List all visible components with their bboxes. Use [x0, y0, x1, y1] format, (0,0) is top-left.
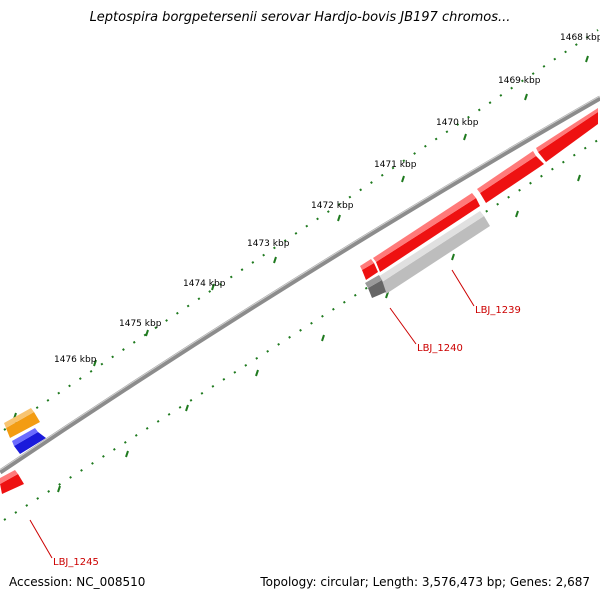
- major-tick: [93, 359, 97, 367]
- gene-callout-lbj-1239: LBJ_1239: [451, 269, 521, 316]
- major-tick: [211, 283, 215, 291]
- kbp-label: 1470 kbp: [436, 118, 479, 128]
- major-tick: [57, 485, 61, 493]
- accession-text: Accession: NC_008510: [9, 575, 146, 589]
- kbp-label: 1471 kbp: [374, 160, 417, 170]
- major-tick: [145, 329, 149, 337]
- gene-red-forward-1[interactable]: [536, 108, 598, 162]
- gene-callout-lbj-1245: LBJ_1245: [29, 519, 99, 568]
- major-tick: [185, 404, 189, 412]
- kbp-label: 1473 kbp: [247, 239, 290, 249]
- gene-red-forward-2[interactable]: [477, 151, 544, 203]
- major-tick: [524, 93, 528, 101]
- major-tick: [515, 210, 519, 218]
- major-tick: [577, 174, 581, 182]
- gene-red-small[interactable]: [360, 259, 378, 280]
- topology-info: Topology: circular; Length: 3,576,473 bp…: [260, 575, 590, 589]
- kbp-label: 1476 kbp: [54, 355, 97, 365]
- major-tick: [463, 133, 467, 141]
- major-tick: [321, 334, 325, 342]
- kbp-label: 1474 kbp: [183, 279, 226, 289]
- gene-dark[interactable]: [365, 275, 386, 298]
- gene-callout-lbj-1240: LBJ_1240: [389, 307, 463, 354]
- major-tick: [451, 253, 455, 261]
- gene-blue[interactable]: [12, 428, 46, 454]
- gene-label: LBJ_1239: [475, 305, 521, 316]
- gene-label: LBJ_1240: [417, 343, 463, 354]
- kbp-labels: 1468 kbp 1469 kbp 1470 kbp 1471 kbp 1472…: [54, 33, 600, 365]
- kbp-label: 1468 kbp: [560, 33, 600, 43]
- major-tick: [585, 55, 589, 63]
- gene-red-forward-3[interactable]: [373, 193, 480, 272]
- map-title: Leptospira borgpetersenii serovar Hardjo…: [89, 10, 511, 25]
- inner-tick-track: [3, 139, 599, 521]
- major-tick: [255, 369, 259, 377]
- major-tick: [125, 450, 129, 458]
- kbp-label: 1469 kbp: [498, 76, 541, 86]
- major-tick: [385, 291, 389, 299]
- major-tick: [337, 214, 341, 222]
- chromosome-backbone: [0, 95, 600, 475]
- gene-red-left[interactable]: [0, 470, 24, 494]
- kbp-label: 1472 kbp: [311, 201, 354, 211]
- gene-label: LBJ_1245: [53, 557, 99, 568]
- major-tick: [273, 256, 277, 264]
- major-tick: [401, 175, 405, 183]
- gene-orange[interactable]: [4, 408, 40, 438]
- kbp-label: 1475 kbp: [119, 319, 162, 329]
- outer-tick-track: [3, 29, 599, 431]
- gene-gray[interactable]: [378, 211, 490, 294]
